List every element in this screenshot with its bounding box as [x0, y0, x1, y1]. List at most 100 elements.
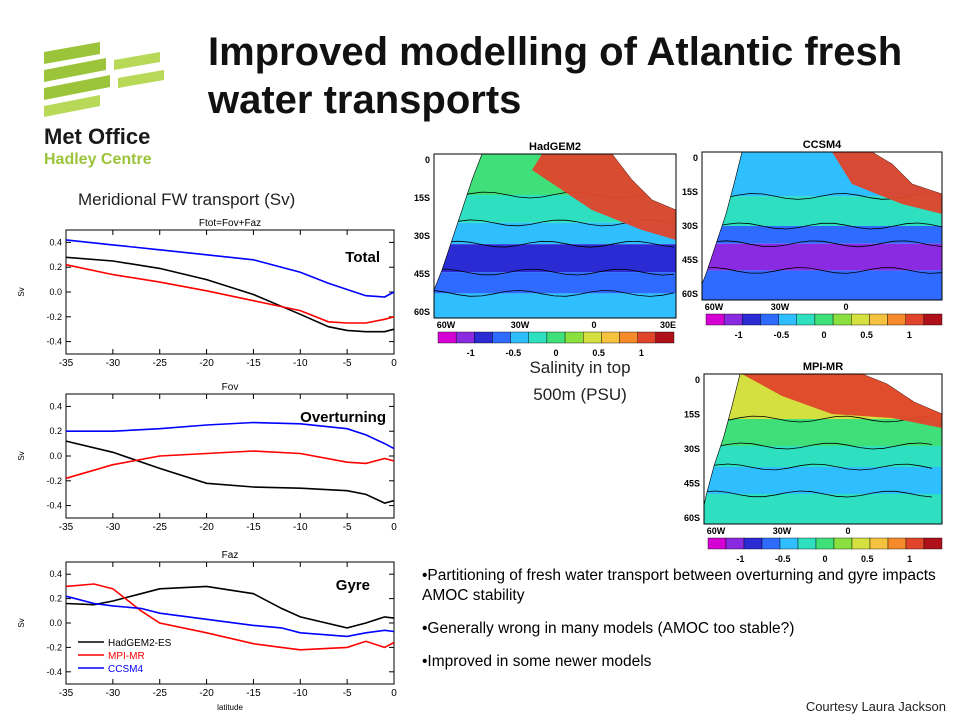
map-title: CCSM4: [803, 139, 842, 151]
series-line-ccsm4: [65, 595, 395, 638]
lon-label: 30W: [511, 320, 530, 330]
salinity-caption: Salinity in top 500m (PSU): [480, 354, 680, 408]
lon-label: 30W: [771, 302, 790, 312]
salinity-map-ccsm4: CCSM4 0 15S 30S 45S 60S 60W 30W 0 -1 -0.5 0 0.5 1: [682, 139, 943, 340]
colorbar-cell: [815, 537, 835, 550]
colorbar-cell: [832, 313, 852, 326]
lon-label: 30W: [773, 526, 792, 536]
salinity-band: [702, 270, 942, 300]
panel-label: Total: [345, 249, 380, 266]
met-office-logo: Met Office Hadley Centre: [44, 42, 164, 168]
x-tick-label: -30: [106, 522, 121, 533]
x-tick-label: -25: [152, 688, 167, 699]
series-line-ccsm4: [65, 239, 395, 298]
colorbar-cell: [742, 313, 761, 326]
colorbar-label: 1: [639, 348, 644, 358]
y-tick-label: -0.2: [46, 312, 62, 322]
x-tick-label: 0: [391, 688, 397, 699]
colorbar-label: -1: [736, 554, 744, 564]
colorbar-cell: [474, 331, 493, 344]
colorbar-cell: [887, 313, 906, 326]
salinity-warm-region: [742, 374, 942, 428]
contour-line: [703, 490, 933, 498]
logo-line2: Hadley Centre: [44, 151, 152, 168]
x-tick-label: -5: [343, 522, 352, 533]
logo-line1: Met Office: [44, 124, 150, 149]
series-line-mpi-mr: [65, 450, 395, 480]
colorbar-cell: [437, 331, 457, 344]
contour-line: [433, 268, 675, 276]
y-tick-label: -0.4: [46, 667, 62, 677]
logo-swoosh-icon: [44, 42, 164, 117]
colorbar-label: 0.5: [861, 554, 874, 564]
lat-label: 60S: [684, 513, 700, 523]
x-tick-label: -30: [106, 688, 121, 699]
y-axis-label: Sv: [17, 451, 26, 460]
salinity-band: [704, 419, 942, 446]
colorbar-cell: [655, 331, 675, 344]
salinity-map-hadgem2: HadGEM2 0 15S 30S 45S 60S 60W 30W 0 30E -1 -0.5 0 0.5…: [414, 141, 677, 358]
x-tick-label: -15: [246, 688, 261, 699]
colorbar-cell: [833, 537, 853, 550]
colorbar-cell: [601, 331, 620, 344]
colorbar-label: -0.5: [775, 554, 791, 564]
contour-line: [433, 240, 675, 248]
lat-label: 45S: [684, 479, 700, 489]
x-tick-label: -35: [59, 688, 74, 699]
colorbar-cell: [564, 331, 584, 344]
salinity-warm-region: [832, 152, 942, 214]
colorbar-cell: [723, 313, 743, 326]
y-tick-label: 0.2: [49, 426, 62, 436]
bullet-item: •Generally wrong in many models (AMOC to…: [422, 620, 795, 637]
salinity-map-mpi-mr: MPI-MR 0 15S 30S 45S 60S 60W 30W 0 -1 -0.5 0 0.5 1: [684, 361, 943, 564]
x-tick-label: -30: [106, 358, 121, 369]
contour-line: [701, 222, 943, 230]
contour-line: [701, 266, 943, 274]
legend-entry: HadGEM2-ES: [108, 638, 172, 649]
salinity-band: [704, 467, 942, 494]
x-tick-label: -15: [246, 522, 261, 533]
x-tick-label: -20: [199, 358, 214, 369]
colorbar-cell: [707, 537, 727, 550]
y-tick-label: 0.0: [49, 618, 62, 628]
map-title: HadGEM2: [529, 141, 581, 153]
salinity-band: [704, 446, 942, 467]
contour-line: [703, 442, 933, 450]
map-frame: [701, 151, 943, 301]
y-axis-label: Sv: [17, 287, 26, 296]
colorbar-cell: [905, 537, 925, 550]
lat-label: 15S: [414, 193, 430, 203]
salinity-band: [434, 293, 676, 318]
colorbar-label: -0.5: [774, 330, 790, 340]
x-tick-label: 0: [391, 522, 397, 533]
lat-label: 0: [425, 155, 430, 165]
colorbar-cell: [923, 537, 943, 550]
y-tick-label: 0.2: [49, 262, 62, 272]
x-axis-label: latitude: [217, 703, 243, 712]
colorbar-label: 0.5: [592, 348, 605, 358]
map-title: MPI-MR: [803, 361, 843, 373]
colorbar-label: 0: [553, 348, 558, 358]
colorbar-cell: [869, 313, 888, 326]
x-tick-label: -15: [246, 358, 261, 369]
salinity-band: [434, 272, 676, 294]
bullet-item: •Improved in some newer models: [422, 653, 652, 670]
contour-line: [703, 463, 933, 471]
lon-label: 30E: [660, 320, 676, 330]
lat-label: 30S: [684, 444, 700, 454]
x-tick-label: 0: [391, 358, 397, 369]
colorbar-label: 0: [822, 554, 827, 564]
lon-label: 0: [845, 526, 850, 536]
salinity-caption-line1: Salinity in top: [529, 358, 631, 377]
series-line-mpi-mr: [65, 583, 395, 651]
colorbar-cell: [851, 313, 870, 326]
colorbar-cell: [619, 331, 638, 344]
x-tick-label: -5: [343, 688, 352, 699]
x-tick-label: -20: [199, 688, 214, 699]
x-tick-label: -25: [152, 358, 167, 369]
lat-label: 60S: [414, 307, 430, 317]
page-title: Improved modelling of Atlantic fresh wat…: [208, 30, 903, 122]
y-tick-label: -0.4: [46, 337, 62, 347]
x-tick-label: -10: [293, 522, 308, 533]
bullet-list: •Partitioning of fresh water transport b…: [422, 566, 942, 685]
